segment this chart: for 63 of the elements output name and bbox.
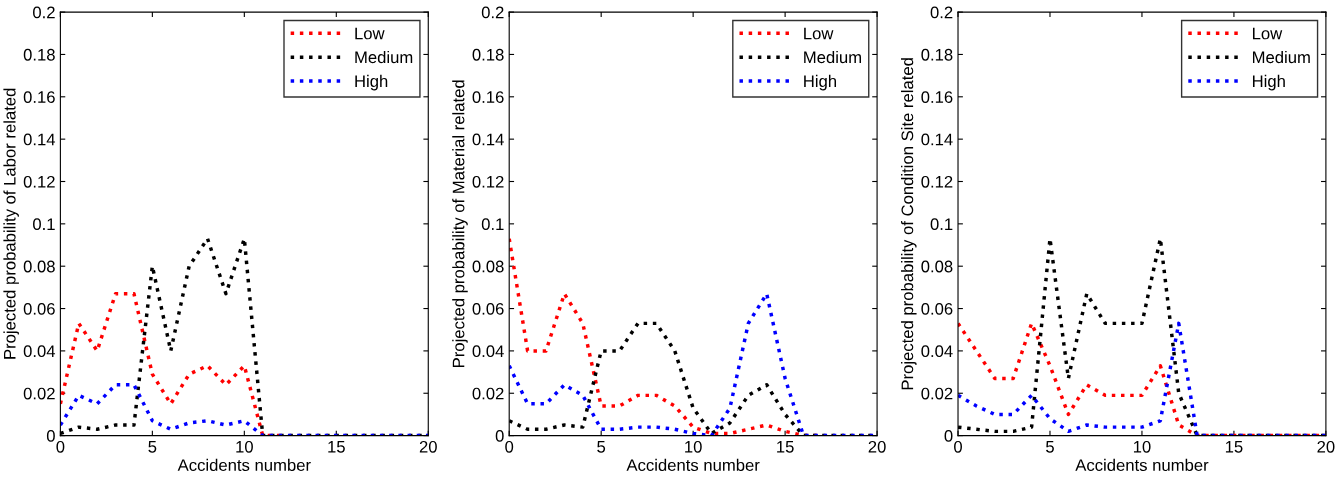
y-tick-label: 0.12: [472, 175, 504, 188]
x-tick-label: 20: [419, 440, 437, 453]
y-tick-label: 0.08: [23, 260, 55, 273]
x-axis-title: Accidents number: [177, 458, 311, 472]
y-tick-label: 0.08: [921, 260, 953, 273]
y-tick-label: 0.02: [472, 387, 504, 400]
y-tick-label: 0.16: [472, 91, 504, 103]
x-tick-label: 0: [505, 440, 514, 453]
legend-label: Low: [1252, 27, 1283, 40]
y-tick-label: 0.02: [921, 387, 953, 400]
x-tick-label: 10: [685, 440, 702, 453]
x-tick-label: 20: [1317, 440, 1335, 453]
x-axis-title: Accidents number: [1075, 458, 1209, 472]
y-tick-label: 0.14: [472, 133, 504, 146]
x-tick-label: 5: [148, 441, 157, 453]
y-tick-label: 0.16: [921, 91, 953, 103]
y-tick-label: 0.18: [472, 48, 504, 61]
y-tick-label: 0.2: [930, 6, 953, 19]
y-axis-title: Projected probability of Material related: [452, 80, 468, 367]
x-tick-label: 10: [236, 440, 253, 453]
x-tick-label: 20: [868, 440, 886, 453]
y-tick-label: 0.1: [481, 218, 504, 231]
y-tick-label: 0.06: [921, 302, 953, 315]
legend-label: High: [1252, 74, 1285, 91]
y-tick-label: 0.18: [921, 48, 953, 61]
x-tick-label: 5: [1046, 441, 1054, 453]
y-tick-label: 0.1: [930, 218, 953, 231]
x-tick-label: 0: [56, 440, 65, 453]
legend-label: Low: [804, 27, 834, 40]
y-tick-label: 0.12: [921, 175, 953, 188]
x-tick-label: 15: [328, 441, 345, 453]
y-tick-label: 0.06: [472, 302, 504, 315]
y-tick-label: 0.08: [472, 260, 504, 273]
y-tick-label: 0.16: [23, 91, 55, 103]
legend-label: High: [804, 74, 837, 91]
legend-label: High: [355, 74, 388, 91]
y-tick-label: 0.04: [472, 345, 504, 358]
legend-label: Low: [355, 27, 385, 40]
y-axis-title: Projected probability of Condition Site related: [901, 58, 917, 390]
y-tick-label: 0.2: [33, 6, 55, 19]
legend-label: Medium: [355, 50, 413, 64]
y-tick-label: 0: [46, 430, 55, 442]
x-tick-label: 10: [1133, 440, 1151, 453]
y-tick-label: 0: [495, 430, 504, 442]
x-tick-label: 0: [954, 440, 962, 453]
y-tick-label: 0: [944, 430, 953, 442]
legend-label: Medium: [804, 50, 861, 64]
y-tick-label: 0.04: [921, 345, 953, 358]
y-tick-label: 0.02: [23, 387, 55, 400]
y-tick-label: 0.12: [23, 175, 55, 188]
y-tick-label: 0.18: [23, 48, 55, 61]
x-tick-label: 5: [597, 441, 606, 453]
legend-label: Medium: [1252, 50, 1310, 64]
y-tick-label: 0.1: [33, 218, 55, 231]
x-axis-title: Accidents number: [626, 458, 760, 472]
y-axis-title: Projected probability of Labor related: [3, 88, 19, 359]
x-tick-label: 15: [777, 441, 794, 453]
y-tick-label: 0.04: [23, 345, 56, 358]
x-tick-label: 15: [1225, 441, 1243, 453]
y-tick-label: 0.14: [921, 133, 953, 146]
y-tick-label: 0.2: [481, 6, 504, 19]
y-tick-label: 0.14: [23, 133, 56, 146]
y-tick-label: 0.06: [23, 302, 55, 315]
